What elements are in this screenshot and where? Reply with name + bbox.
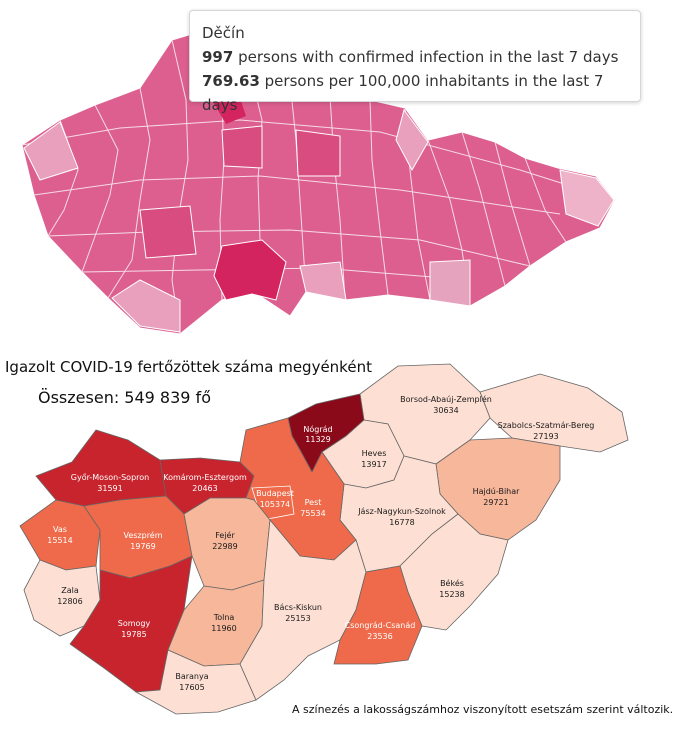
label-zala: Zala (61, 586, 79, 595)
district-light-1[interactable] (23, 121, 79, 181)
label-borsod: Borsod-Abaúj-Zemplén (400, 394, 492, 404)
value-baranya: 17605 (179, 683, 204, 692)
value-zala: 12806 (57, 597, 82, 606)
label-jasz: Jász-Nagykun-Szolnok (357, 507, 446, 516)
label-hajdu: Hajdú-Bihar (473, 487, 521, 496)
tooltip-rate-value: 769.63 (202, 72, 260, 90)
district-mid-2[interactable] (139, 205, 197, 259)
value-pest: 75534 (300, 509, 325, 518)
label-gyor: Győr-Moson-Sopron (71, 473, 149, 482)
district-mid-1[interactable] (221, 125, 263, 169)
district-mid-3[interactable] (295, 129, 341, 177)
value-komarom: 20463 (192, 484, 217, 493)
county-gyor[interactable] (35, 429, 167, 507)
label-komarom: Komárom-Esztergom (163, 473, 247, 482)
label-bekes: Békés (440, 578, 464, 588)
value-hajdu: 29721 (483, 498, 508, 507)
label-baranya: Baranya (175, 672, 208, 681)
value-bekes: 15238 (439, 590, 464, 599)
district-south-highlight[interactable] (213, 239, 287, 301)
value-veszprem: 19769 (130, 542, 155, 551)
tooltip-rate-line: 769.63 persons per 100,000 inhabitants i… (202, 69, 628, 117)
label-nograd: Nógrád (303, 424, 332, 434)
district-borders (21, 29, 616, 335)
value-somogy: 19785 (121, 630, 146, 639)
hungary-total-count: Összesen: 549 839 fő (38, 388, 211, 407)
label-fejer: Fejér (215, 530, 235, 540)
value-bacs: 25153 (285, 614, 310, 623)
district-light-3[interactable] (559, 169, 615, 227)
value-nograd: 11329 (305, 435, 330, 444)
district-light-4[interactable] (111, 279, 181, 333)
hungary-color-note: A színezés a lakosságszámhoz viszonyítot… (292, 703, 674, 716)
county-labels: Nógrád 11329 Borsod-Abaúj-Zemplén 30634 … (47, 394, 594, 692)
district-tooltip: Děčín 997 persons with confirmed infecti… (189, 10, 641, 114)
district-light-2[interactable] (395, 108, 429, 172)
tooltip-cases-text: persons with confirmed infection in the … (233, 48, 619, 66)
label-budapest: Budapest (256, 489, 294, 498)
label-vas: Vas (53, 525, 67, 534)
label-csongrad: Csongrád-Csanád (345, 621, 416, 630)
value-budapest: 105374 (260, 500, 291, 509)
county-csongrad[interactable] (333, 565, 423, 665)
value-jasz: 16778 (389, 518, 414, 527)
tooltip-district-name: Děčín (202, 24, 245, 42)
hungary-map-title: Igazolt COVID-19 fertőzöttek száma megyé… (5, 358, 372, 376)
value-gyor: 31591 (97, 484, 122, 493)
district-light-6[interactable] (429, 259, 471, 307)
tooltip-cases-value: 997 (202, 48, 234, 66)
label-tolna: Tolna (213, 613, 235, 622)
value-borsod: 30634 (433, 406, 458, 415)
value-vas: 15514 (47, 536, 72, 545)
hungary-map (19, 363, 629, 715)
label-szabolcs: Szabolcs-Szatmár-Bereg (498, 421, 595, 430)
value-heves: 13917 (361, 460, 386, 469)
label-bacs: Bács-Kiskun (274, 603, 322, 612)
county-szabolcs[interactable] (479, 373, 629, 453)
value-szabolcs: 27193 (533, 432, 558, 441)
label-veszprem: Veszprém (123, 530, 162, 540)
label-pest: Pest (305, 498, 322, 507)
label-somogy: Somogy (118, 619, 151, 628)
value-tolna: 11960 (211, 624, 236, 633)
tooltip-rate-text: persons per 100,000 inhabitants in the l… (202, 72, 604, 114)
tooltip-cases-line: 997 persons with confirmed infection in … (202, 45, 628, 69)
value-csongrad: 23536 (367, 632, 392, 641)
value-fejer: 22989 (212, 542, 237, 551)
czech-map (21, 29, 616, 335)
district-light-5[interactable] (299, 261, 347, 301)
label-heves: Heves (362, 449, 387, 458)
